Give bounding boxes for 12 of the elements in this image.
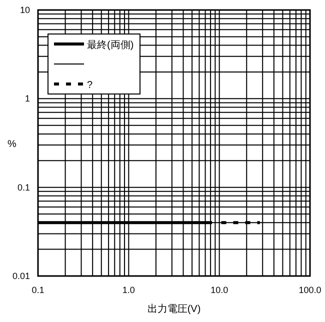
y-tick-label: 1 [24,94,30,104]
y-tick-label: 0.1 [17,182,30,192]
x-tick-label: 100.0 [298,285,322,295]
legend-label: ? [87,80,93,91]
y-tick-label: 0.01 [12,271,30,281]
x-tick-label: 0.1 [32,285,44,295]
x-tick-label: 10.0 [210,285,228,295]
x-tick-label: 1.0 [122,285,135,295]
y-axis-title: % [8,139,17,150]
x-axis-title: 出力電圧(V) [147,303,201,315]
y-tick-label: 10 [20,5,30,15]
legend-label: 最終(両側) [87,39,134,51]
